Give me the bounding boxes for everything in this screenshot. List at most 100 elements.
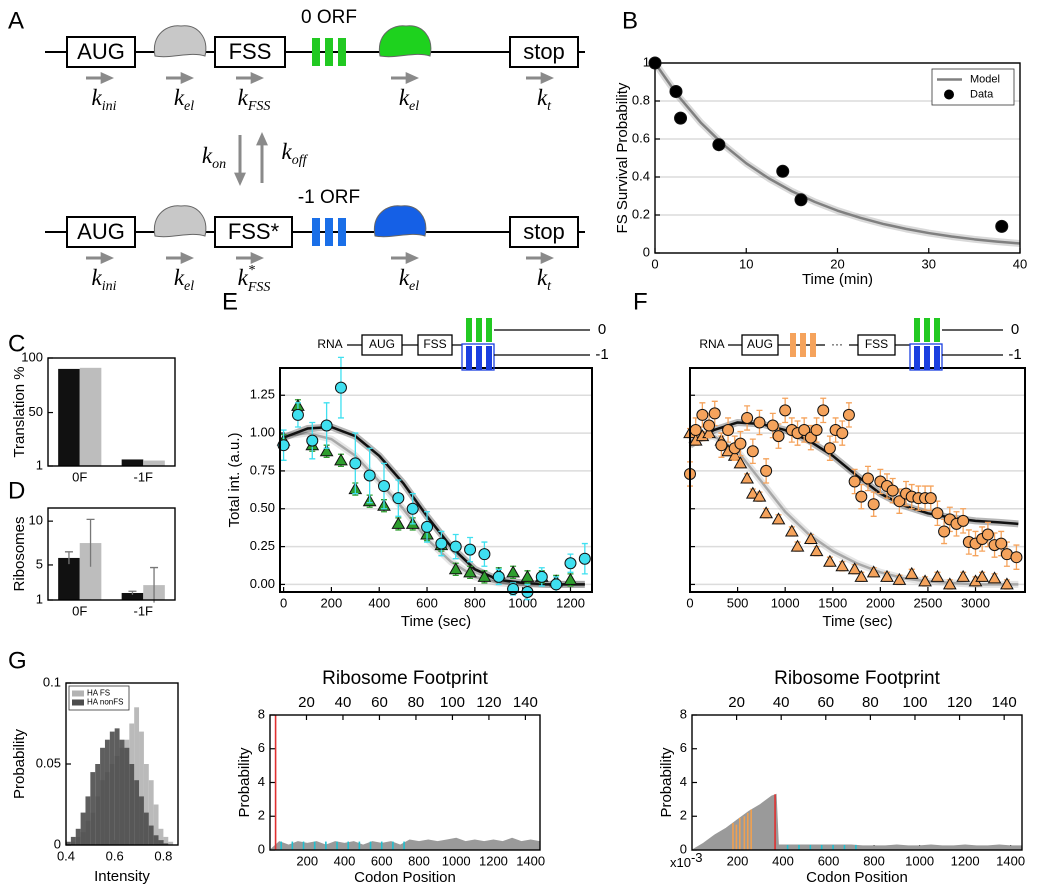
inset-frame-label: 0 — [598, 321, 606, 338]
legend-swatch — [72, 699, 84, 706]
x-tick-label: 40 — [1013, 256, 1027, 271]
footprint-area — [268, 837, 541, 851]
inset-frame-outline — [461, 343, 495, 371]
y-tick-label: 50 — [29, 404, 43, 419]
data-point — [855, 490, 868, 503]
sequence-box-label: AUG — [77, 219, 125, 244]
orf-label: -1 ORF — [298, 187, 360, 208]
inset-box — [361, 334, 403, 356]
scale-base: x10 — [670, 855, 691, 870]
y-tick-label: 0.75 — [250, 462, 275, 477]
axes-frame — [47, 507, 176, 601]
data-point — [956, 569, 971, 582]
data-point — [766, 419, 779, 432]
data-point — [987, 571, 1002, 584]
inset-frame0-codon — [486, 318, 492, 342]
data-point — [931, 507, 944, 520]
data-point — [1000, 577, 1014, 590]
rate-subscript: ini — [102, 279, 117, 294]
orf-codon — [312, 218, 320, 246]
sequence-box — [66, 216, 136, 248]
rate-symbol: k — [238, 85, 249, 110]
x-tick-label: 200 — [727, 853, 749, 868]
x-tick-label: 500 — [727, 595, 749, 610]
ribosome — [153, 25, 207, 58]
axes-frame — [654, 62, 1021, 254]
histogram-bar — [114, 728, 120, 845]
data-point — [746, 445, 759, 458]
data-point — [854, 569, 869, 582]
data-point — [421, 520, 434, 533]
y-tick-label: 6 — [258, 740, 265, 755]
rate-subscript: t — [547, 99, 552, 114]
data-point — [809, 544, 824, 557]
inset-ellipsis: ··· — [831, 337, 843, 351]
rate-constant: kt — [537, 85, 552, 114]
histogram-bar — [70, 836, 76, 845]
y-tick-label: 0.00 — [250, 576, 275, 591]
data-point — [564, 557, 577, 570]
x2-tick-label: 80 — [862, 694, 879, 711]
panel-label: G — [8, 647, 27, 674]
data-point — [995, 219, 1009, 233]
data-point — [406, 502, 419, 515]
histogram-bar — [90, 772, 96, 845]
data-point — [349, 457, 362, 470]
bar — [58, 557, 80, 600]
data-point — [696, 408, 709, 421]
y-tick-label: 4 — [680, 774, 687, 789]
axes-frame — [279, 367, 593, 593]
histogram-bar — [139, 796, 144, 845]
x-tick-label: -1F — [134, 469, 154, 484]
scale-exponent: -3 — [691, 850, 703, 865]
histogram-bar — [143, 764, 149, 845]
rate-constant: kel — [174, 265, 194, 294]
histogram-bar — [66, 841, 71, 845]
data-point — [848, 475, 861, 488]
rate-symbol: k — [537, 85, 548, 110]
data-point — [478, 548, 491, 561]
inset-box-label: FSS — [423, 337, 446, 351]
bar — [79, 367, 102, 466]
y-tick-label: 8 — [258, 706, 265, 721]
rate-constant: kel — [399, 85, 419, 114]
data-point — [753, 416, 766, 429]
data-point — [892, 572, 907, 585]
sequence-box — [66, 36, 136, 68]
rate-superscript: * — [248, 263, 255, 278]
orf-codon — [338, 38, 346, 66]
arrow-head — [250, 252, 264, 264]
data-point — [886, 484, 899, 497]
data-point — [477, 569, 492, 582]
rate-subscript: FSS — [247, 280, 271, 295]
legend-label: HA nonFS — [87, 698, 123, 707]
x-tick-label: 1400 — [996, 853, 1025, 868]
x2-tick-label: 20 — [728, 694, 745, 711]
inset-frame0-codon — [934, 318, 940, 342]
x-tick-label: 400 — [772, 853, 794, 868]
rate-symbol: k — [238, 265, 249, 290]
x-tick-label: 800 — [464, 595, 486, 610]
bar — [58, 368, 80, 466]
y-tick-label: 0 — [258, 841, 265, 856]
y-tick-label: 0.25 — [250, 538, 275, 553]
inset-frame-label: 0 — [1011, 321, 1019, 338]
x-tick-label: 800 — [863, 853, 885, 868]
data-point — [463, 565, 477, 578]
x2-tick-label: 20 — [298, 694, 315, 711]
x-axis-label: Time (sec) — [822, 613, 892, 630]
inset-frame0-codon — [914, 318, 920, 342]
data-point — [760, 464, 773, 477]
data-point — [798, 424, 811, 437]
inset-box-label: AUG — [747, 337, 773, 351]
histogram-bar — [153, 804, 159, 845]
inset-box — [741, 334, 779, 356]
y-tick-label: 0 — [680, 841, 687, 856]
data-point — [804, 532, 818, 545]
data-point — [363, 469, 376, 482]
rate-subscript: el — [184, 279, 194, 294]
y-axis-label: Translation % — [11, 366, 28, 457]
data-point — [722, 424, 735, 437]
error-bar — [64, 551, 73, 565]
x-tick-label: 1500 — [818, 595, 847, 610]
